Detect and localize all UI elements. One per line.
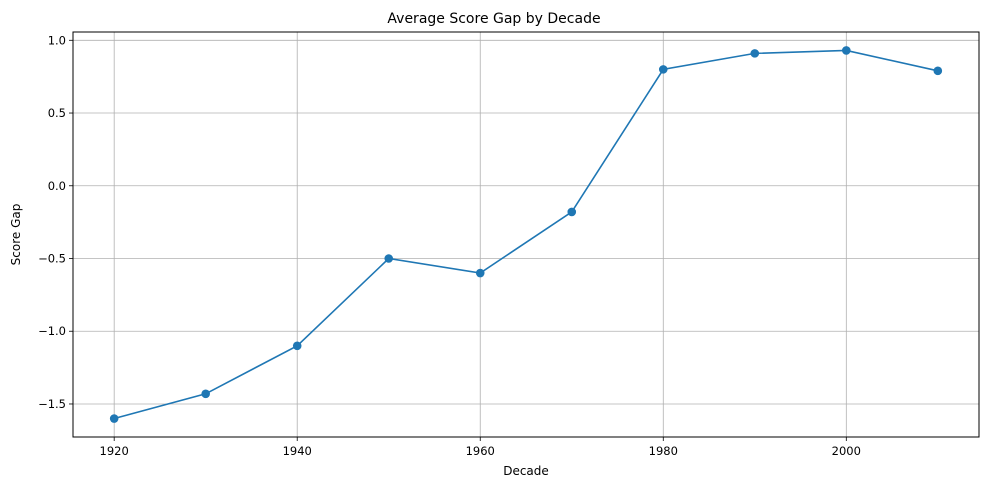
chart-title: Average Score Gap by Decade — [387, 11, 600, 27]
axis-ticks: 1920 1940 1960 1980 2000 1.0 0.5 0.0 −0.5 −1.0 −1.… — [38, 33, 861, 458]
data-point — [475, 268, 485, 278]
data-point — [109, 414, 119, 423]
y-axis-label: Score Gap — [9, 204, 23, 266]
y-tick-label: −1.5 — [38, 397, 66, 411]
data-point — [384, 254, 394, 263]
y-tick-label: 1.0 — [48, 33, 66, 47]
y-tick-label: −0.5 — [38, 252, 66, 266]
y-tick-label: 0.0 — [48, 179, 66, 193]
data-point — [842, 46, 851, 55]
data-point — [750, 49, 760, 58]
data-point — [292, 341, 302, 351]
plot-frame — [72, 31, 980, 438]
x-tick-label: 1920 — [100, 444, 129, 458]
x-tick-label: 1980 — [649, 444, 678, 458]
data-point — [933, 66, 943, 76]
data-point — [658, 65, 668, 74]
y-tick-label: 0.5 — [48, 106, 66, 120]
grid-lines — [73, 32, 979, 437]
series-line — [113, 49, 938, 420]
x-tick-label: 1940 — [283, 444, 312, 458]
x-tick-label: 1960 — [466, 444, 495, 458]
x-tick-label: 2000 — [832, 444, 861, 458]
x-axis-label: Decade — [503, 464, 549, 478]
y-tick-label: −1.0 — [38, 324, 66, 338]
series-group — [109, 46, 943, 423]
data-point — [567, 207, 577, 217]
data-point — [201, 389, 210, 399]
